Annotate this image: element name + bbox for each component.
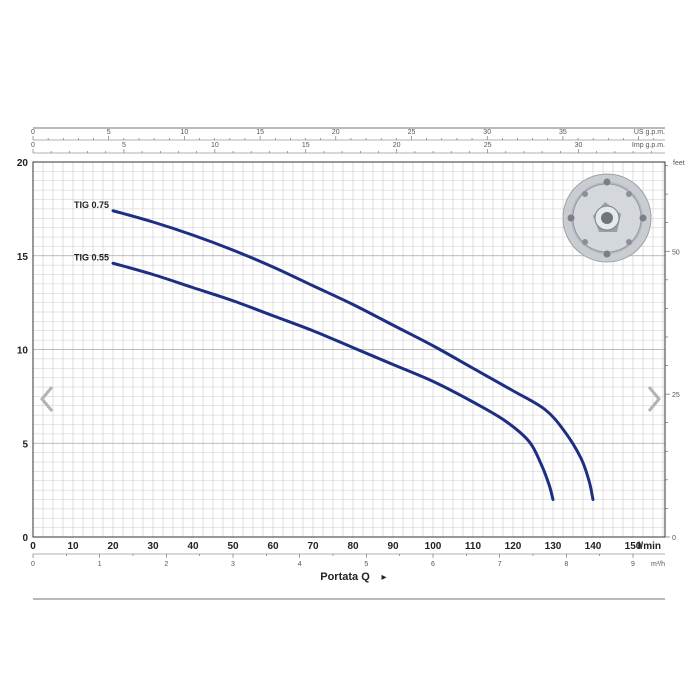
footer-label: Portata Q xyxy=(320,571,370,583)
top-axis-unit: Imp g.p.m. xyxy=(632,142,665,149)
series-curve-1 xyxy=(111,261,555,501)
bottom-axis-tick-label: 2 xyxy=(164,561,168,568)
top-axis-tick-label: 0 xyxy=(31,129,35,136)
top-axis-tick-label: 10 xyxy=(181,129,189,136)
footer: Portata Q ▸ xyxy=(320,571,386,583)
x-tick-label: 70 xyxy=(307,541,319,552)
bottom-axis-tick-label: 0 xyxy=(31,561,35,568)
x-tick-label: 10 xyxy=(67,541,79,552)
top-axis-tick-label: 25 xyxy=(484,142,492,149)
series-label-0: TIG 0.75 xyxy=(74,200,109,210)
bottom-axis-tick-label: 6 xyxy=(431,561,435,568)
bottom-axis-tick-label: 3 xyxy=(231,561,235,568)
series: TIG 0.75 TIG 0.55 xyxy=(74,200,595,501)
next-arrow-icon[interactable] xyxy=(645,384,663,414)
x-tick-label: 140 xyxy=(585,541,602,552)
x-tick-label: 20 xyxy=(107,541,119,552)
top-axis-tick-label: 35 xyxy=(559,129,567,136)
top-axis-tick-label: 30 xyxy=(575,142,583,149)
top-axis-tick-label: 10 xyxy=(211,142,219,149)
bottom-axis-unit: m³/h xyxy=(651,561,665,568)
bottom-axis-tick-label: 8 xyxy=(564,561,568,568)
footer-arrow-icon: ▸ xyxy=(381,572,386,583)
top-axis-tick-label: 20 xyxy=(393,142,401,149)
x-tick-label: 30 xyxy=(147,541,159,552)
bottom-axis-tick-label: 9 xyxy=(631,561,635,568)
bottom-axis-tick-label: 5 xyxy=(364,561,368,568)
bottom-axis-tick-label: 1 xyxy=(98,561,102,568)
top-axis-tick-label: 30 xyxy=(483,129,491,136)
y-tick-label: 10 xyxy=(17,346,29,357)
top-axis-tick-label: 5 xyxy=(107,129,111,136)
top-axis-tick-label: 25 xyxy=(408,129,416,136)
top-axis-tick-label: 15 xyxy=(302,142,310,149)
prev-arrow-icon[interactable] xyxy=(38,384,56,414)
series-curve-0 xyxy=(111,209,595,501)
top-axis-tick-label: 15 xyxy=(256,129,264,136)
top-axis-tick-label: 5 xyxy=(122,142,126,149)
y-tick-label: 5 xyxy=(22,439,28,450)
series-label-1: TIG 0.55 xyxy=(74,252,109,262)
x-tick-label: 110 xyxy=(465,541,482,552)
x-tick-label: 90 xyxy=(387,541,399,552)
x-tick-label: 50 xyxy=(227,541,239,552)
y-tick-label: 0 xyxy=(22,533,28,544)
right-axis-tick-label: 25 xyxy=(672,392,680,399)
x-tick-label: 80 xyxy=(347,541,359,552)
top-axis-tick-label: 0 xyxy=(31,142,35,149)
x-axis-unit: l/min xyxy=(638,541,661,552)
x-tick-label: 120 xyxy=(505,541,522,552)
grid xyxy=(32,161,666,538)
y-tick-label: 15 xyxy=(17,252,29,263)
x-tick-label: 0 xyxy=(30,541,36,552)
x-tick-label: 100 xyxy=(425,541,442,552)
x-tick-label: 60 xyxy=(267,541,279,552)
right-axis-tick-label: 50 xyxy=(672,249,680,256)
right-axis-unit: feet xyxy=(673,160,685,167)
bottom-axis-tick-label: 4 xyxy=(298,561,302,568)
x-tick-label: 150 xyxy=(625,541,642,552)
plot-frame xyxy=(32,161,666,538)
axes: 0 5 10 15 20 25 30 35 US g.p.m.0 5 10 15 20 25 30 Imp g… xyxy=(17,127,685,600)
x-tick-label: 40 xyxy=(187,541,199,552)
top-axis-unit: US g.p.m. xyxy=(634,129,665,136)
right-axis-tick-label: 0 xyxy=(672,535,676,542)
top-axis-tick-label: 20 xyxy=(332,129,340,136)
x-tick-label: 130 xyxy=(545,541,562,552)
bottom-axis-tick-label: 7 xyxy=(498,561,502,568)
y-tick-label: 20 xyxy=(17,158,29,169)
pump-flange-image xyxy=(562,173,652,263)
